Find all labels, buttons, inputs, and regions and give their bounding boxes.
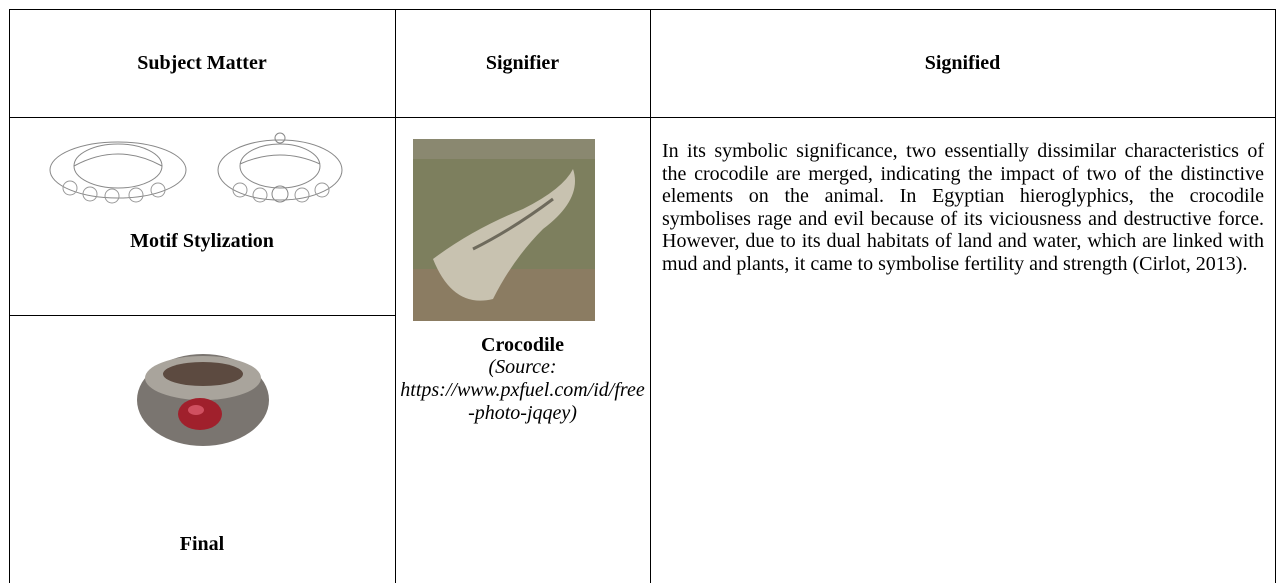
border xyxy=(9,9,1276,10)
header-cell: Signified xyxy=(924,52,1001,74)
border xyxy=(650,9,651,583)
border xyxy=(9,9,10,583)
crocodile-photo xyxy=(413,139,595,321)
motif-sketch xyxy=(49,132,343,204)
source-note: (Source: https://www.pxfuel.com/id/free-… xyxy=(400,356,645,424)
border xyxy=(395,9,396,583)
paragraph: In its symbolic significance, two essent… xyxy=(662,140,1264,275)
header-cell: Signifier xyxy=(485,52,560,74)
border xyxy=(9,315,395,316)
header-cell: Subject Matter xyxy=(137,52,267,74)
ring-photo xyxy=(137,354,269,446)
caption: Motif Stylization xyxy=(130,230,274,252)
border xyxy=(1275,9,1276,583)
border xyxy=(9,117,1276,118)
caption: Final xyxy=(179,533,225,555)
caption: Crocodile xyxy=(481,334,564,356)
